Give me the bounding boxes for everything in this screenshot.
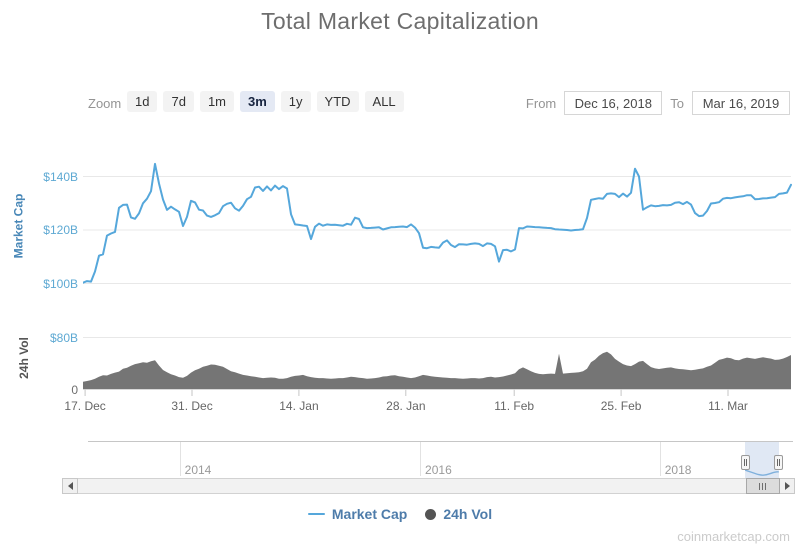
navigator-year-2016: 2016 [425,463,452,477]
left-arrow-icon [67,482,73,490]
navigator-series-line [745,469,779,476]
date-range-controls: From To [526,91,790,115]
legend-item-24h-vol[interactable]: 24h Vol [425,506,492,522]
scrollbar[interactable] [62,478,795,494]
xtick-31. Dec: 31. Dec [171,399,213,413]
ytick-$140B: $140B [43,169,78,184]
navigator-year-2014: 2014 [184,463,212,477]
navigator-gridline-2016 [420,442,422,476]
from-date-input[interactable] [564,91,663,115]
navigator-gridline-2018 [659,442,661,476]
xtick-28. Jan: 28. Jan [386,399,426,413]
scrollbar-thumb[interactable] [746,478,780,494]
navigator-left-handle[interactable] [740,455,750,470]
zoom-button-YTD[interactable]: YTD [316,91,359,112]
line-marker-icon [307,513,325,515]
x-axis-labels: 17. Dec 31. Dec 14. Jan 28. Jan 11. Feb 25. F… [64,399,793,413]
to-date-input[interactable] [692,91,790,115]
navigator-right-handle[interactable] [774,455,784,470]
legend-item-market-cap[interactable]: Market Cap [307,506,408,522]
zoom-button-1y[interactable]: 1y [280,91,311,112]
volume-area-chart[interactable] [83,330,793,398]
market-cap-line-chart[interactable] [83,140,793,315]
navigator[interactable]: 2014 2016 2018 [88,441,793,478]
xtick-11. Mar: 11. Mar [708,399,748,413]
zoom-button-1d[interactable]: 1d [127,91,158,112]
vol-ytick-$80B: $80B [49,330,78,345]
page-title: Total Market Capitalization [261,8,539,34]
legend-label: Market Cap [331,506,408,522]
zoom-button-3m[interactable]: 3m [240,91,275,112]
to-label: To [670,95,684,111]
ytick-$120B: $120B [43,223,78,237]
legend-label: 24h Vol [443,506,493,522]
vol-ytick-0: 0 [71,382,78,397]
navigator-gridline-2014 [179,442,181,476]
xtick-25. Feb: 25. Feb [600,399,642,413]
zoom-buttons: 1d 7d 1m 3m 1y YTD ALL [127,91,404,112]
xtick-17. Dec: 17. Dec [64,399,106,413]
xtick-14. Jan: 14. Jan [279,399,319,413]
watermark: coinmarketcap.com [677,529,790,544]
from-label: From [525,95,557,111]
scrollbar-right-arrow[interactable] [779,478,795,494]
scrollbar-left-arrow[interactable] [62,478,78,494]
zoom-button-1m[interactable]: 1m [199,91,234,112]
legend: Market Cap 24h Vol [0,506,800,522]
xtick-11. Feb: 11. Feb [494,399,535,413]
ytick-$100B: $100B [43,276,78,291]
zoom-button-7d[interactable]: 7d [163,91,194,112]
circle-marker-icon [425,508,437,520]
navigator-year-2018: 2018 [664,463,692,477]
zoom-label: Zoom [88,96,122,111]
right-arrow-icon [784,482,790,490]
zoom-button-ALL[interactable]: ALL [364,91,404,112]
